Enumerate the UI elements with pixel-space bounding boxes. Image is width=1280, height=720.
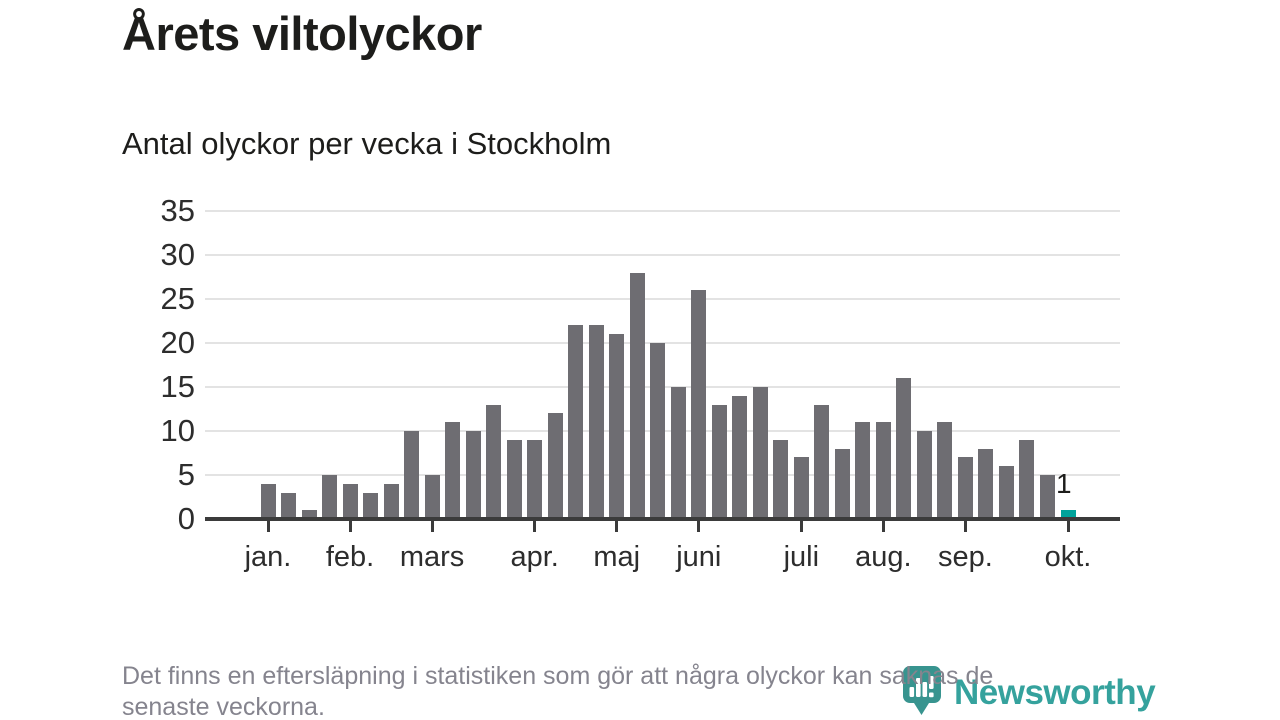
bar xyxy=(404,431,420,519)
bar xyxy=(834,449,850,519)
bar xyxy=(937,422,953,519)
bar xyxy=(711,405,727,519)
gridline xyxy=(205,298,1120,300)
x-axis-month-label: juli xyxy=(783,541,820,573)
x-axis-month-label: sep. xyxy=(938,541,993,573)
bar xyxy=(527,440,543,519)
footer-note-line1: Det finns en eftersläpning i statistiken… xyxy=(122,662,994,690)
x-axis-month-label: okt. xyxy=(1044,541,1092,573)
bar xyxy=(465,431,481,519)
x-axis-month-label: maj xyxy=(593,541,641,573)
bar xyxy=(322,475,338,519)
x-axis-month-label: jan. xyxy=(244,541,292,573)
bar xyxy=(752,387,768,519)
x-axis-tick xyxy=(615,521,619,532)
bar xyxy=(301,510,317,519)
bar xyxy=(732,396,748,519)
bar xyxy=(1039,475,1055,519)
chart-subtitle: Antal olyckor per vecka i Stockholm xyxy=(122,126,612,161)
bar xyxy=(855,422,871,519)
bar xyxy=(916,431,932,519)
x-axis-tick xyxy=(1066,521,1070,532)
x-axis-tick xyxy=(881,521,885,532)
bar xyxy=(875,422,891,519)
bar xyxy=(342,484,358,519)
x-axis-month-label: apr. xyxy=(510,541,559,573)
x-axis-tick xyxy=(963,521,967,532)
x-axis-month-label: aug. xyxy=(855,541,912,573)
bar xyxy=(814,405,830,519)
x-axis-tick xyxy=(697,521,701,532)
y-axis-label: 15 xyxy=(160,369,195,404)
bar xyxy=(1019,440,1035,519)
bar xyxy=(691,290,707,519)
x-axis-tick xyxy=(430,521,434,532)
bar xyxy=(281,493,296,519)
bar xyxy=(978,449,994,519)
y-axis-label: 25 xyxy=(160,281,195,316)
gridline xyxy=(205,254,1120,256)
x-axis-month-label: feb. xyxy=(325,541,375,573)
x-axis-tick xyxy=(533,521,537,532)
y-axis-label: 5 xyxy=(177,457,195,492)
newsworthy-logo-text: Newsworthy xyxy=(954,673,1156,712)
x-axis-tick xyxy=(266,521,270,532)
bar xyxy=(793,457,809,519)
highlight-value-label: 1 xyxy=(1056,468,1072,500)
footer-note-line2: senaste veckorna. xyxy=(122,693,325,720)
page-title: Årets viltolyckor xyxy=(122,7,482,60)
newsworthy-logo: Newsworthy xyxy=(903,666,1156,716)
bar xyxy=(445,422,461,519)
y-axis-label: 20 xyxy=(160,325,195,360)
bar xyxy=(998,466,1014,519)
bar xyxy=(588,325,604,519)
bar xyxy=(486,405,502,519)
bar xyxy=(896,378,912,519)
bar xyxy=(506,440,522,519)
bar xyxy=(424,475,440,519)
y-axis-label: 35 xyxy=(160,193,195,228)
bar xyxy=(547,413,563,519)
x-axis-tick xyxy=(348,521,352,532)
bar xyxy=(650,343,666,519)
y-axis-label: 30 xyxy=(160,237,195,272)
bar xyxy=(629,273,645,519)
bar xyxy=(773,440,789,519)
highlighted-bar xyxy=(1060,510,1076,519)
bar xyxy=(609,334,625,519)
x-axis-month-label: juni xyxy=(676,541,722,573)
bar xyxy=(383,484,399,519)
newsworthy-pin-barchart-icon xyxy=(903,666,941,715)
y-axis-label: 0 xyxy=(177,501,195,536)
bar xyxy=(568,325,584,519)
footer-note: Det finns en eftersläpning i statistiken… xyxy=(122,661,1182,720)
bar xyxy=(363,493,379,519)
x-axis-month-label: mars xyxy=(399,541,465,573)
bar xyxy=(670,387,686,519)
gridline xyxy=(205,210,1120,212)
bar xyxy=(957,457,973,519)
y-axis-label: 10 xyxy=(160,413,195,448)
bar xyxy=(260,484,276,519)
x-axis-tick xyxy=(799,521,803,532)
x-axis-line xyxy=(205,517,1120,521)
